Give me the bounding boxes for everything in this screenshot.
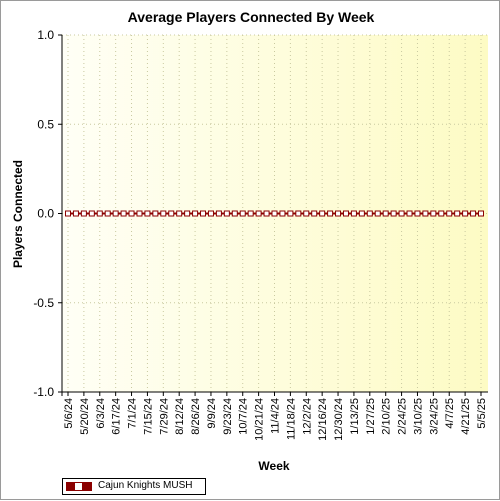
data-point [414, 210, 421, 217]
x-tick-label: 7/1/24 [127, 398, 139, 429]
y-tick-label: 0.0 [37, 207, 54, 221]
data-point [215, 210, 222, 217]
data-point [176, 210, 183, 217]
x-tick-label: 12/16/24 [317, 398, 329, 441]
data-point [311, 210, 318, 217]
data-point [358, 210, 365, 217]
x-tick-label: 1/13/25 [349, 398, 361, 435]
x-tick-label: 4/7/25 [444, 398, 456, 429]
y-tick-label: 1.0 [37, 28, 54, 42]
data-point [327, 210, 334, 217]
data-point [88, 210, 95, 217]
data-point [382, 210, 389, 217]
y-tick-label: -0.5 [33, 296, 54, 310]
x-tick-label: 2/24/25 [397, 398, 409, 435]
data-point [80, 210, 87, 217]
x-axis-title: Week [258, 459, 290, 473]
x-tick-label: 5/6/24 [63, 398, 75, 429]
data-point [231, 210, 238, 217]
x-tick-label: 1/27/25 [365, 398, 377, 435]
data-point [96, 210, 103, 217]
x-tick-label: 3/24/25 [428, 398, 440, 435]
data-point [255, 210, 262, 217]
data-point [446, 210, 453, 217]
data-point [406, 210, 413, 217]
x-tick-label: 8/26/24 [190, 398, 202, 435]
data-point [184, 210, 191, 217]
data-point [295, 210, 302, 217]
data-point [263, 210, 270, 217]
data-point [478, 210, 484, 217]
legend: Cajun Knights MUSH [62, 478, 206, 495]
x-tick-label: 9/23/24 [222, 398, 234, 435]
data-point [160, 210, 167, 217]
data-point [152, 210, 159, 217]
data-point [303, 210, 310, 217]
data-point [144, 210, 151, 217]
legend-label: Cajun Knights MUSH [98, 480, 193, 491]
data-point [438, 210, 445, 217]
x-tick-label: 9/9/24 [206, 398, 218, 429]
data-point [200, 210, 207, 217]
x-tick-label: 5/5/25 [476, 398, 488, 429]
x-tick-label: 6/17/24 [111, 398, 123, 435]
data-point [430, 210, 437, 217]
x-tick-label: 12/30/24 [333, 398, 345, 441]
data-point [350, 210, 357, 217]
data-point [342, 210, 349, 217]
x-tick-label: 2/10/25 [381, 398, 393, 435]
x-tick-label: 6/3/24 [95, 398, 107, 429]
data-point [128, 210, 135, 217]
data-point [112, 210, 119, 217]
x-tick-label: 10/21/24 [254, 398, 266, 441]
data-point [136, 210, 143, 217]
data-point [319, 210, 326, 217]
chart-title: Average Players Connected By Week [127, 9, 375, 25]
data-point [120, 210, 127, 217]
data-point [72, 210, 79, 217]
data-point [104, 210, 111, 217]
series-layer [65, 210, 484, 217]
x-tick-label: 11/18/24 [285, 398, 297, 440]
data-point [168, 210, 175, 217]
data-point [279, 210, 286, 217]
data-point [271, 210, 278, 217]
axes [58, 35, 488, 396]
data-point [390, 210, 397, 217]
x-tick-label: 10/7/24 [238, 398, 250, 435]
data-point [239, 210, 246, 217]
x-tick-label: 4/21/25 [460, 398, 472, 435]
x-tick-label: 5/20/24 [79, 398, 91, 435]
data-point [366, 210, 373, 217]
data-point [454, 210, 461, 217]
y-tick-label: -1.0 [33, 385, 54, 399]
x-tick-label: 8/12/24 [174, 398, 186, 435]
data-point [398, 210, 405, 217]
data-point [192, 210, 199, 217]
legend-swatch [66, 482, 92, 491]
y-tick-label: 0.5 [37, 117, 54, 131]
y-ticks: 1.0 0.5 0.0 -0.5 -1.0 [33, 28, 62, 399]
x-tick-label: 12/2/24 [301, 398, 313, 435]
legend-marker [75, 483, 82, 490]
data-point [422, 210, 429, 217]
x-tick-label: 7/29/24 [158, 398, 170, 435]
data-point [207, 210, 214, 217]
x-tick-label: 7/15/24 [142, 398, 154, 435]
data-point [287, 210, 294, 217]
x-ticks: 5/6/24 5/20/24 6/3/24 6/17/24 7/1/24 7/15/24 7… [63, 392, 488, 441]
data-point [223, 210, 230, 217]
data-point [247, 210, 254, 217]
data-point [65, 210, 71, 217]
data-point [470, 210, 477, 217]
data-point [462, 210, 469, 217]
x-tick-label: 3/10/25 [412, 398, 424, 435]
data-point [374, 210, 381, 217]
data-point [335, 210, 342, 217]
x-tick-label: 11/4/24 [270, 398, 282, 434]
